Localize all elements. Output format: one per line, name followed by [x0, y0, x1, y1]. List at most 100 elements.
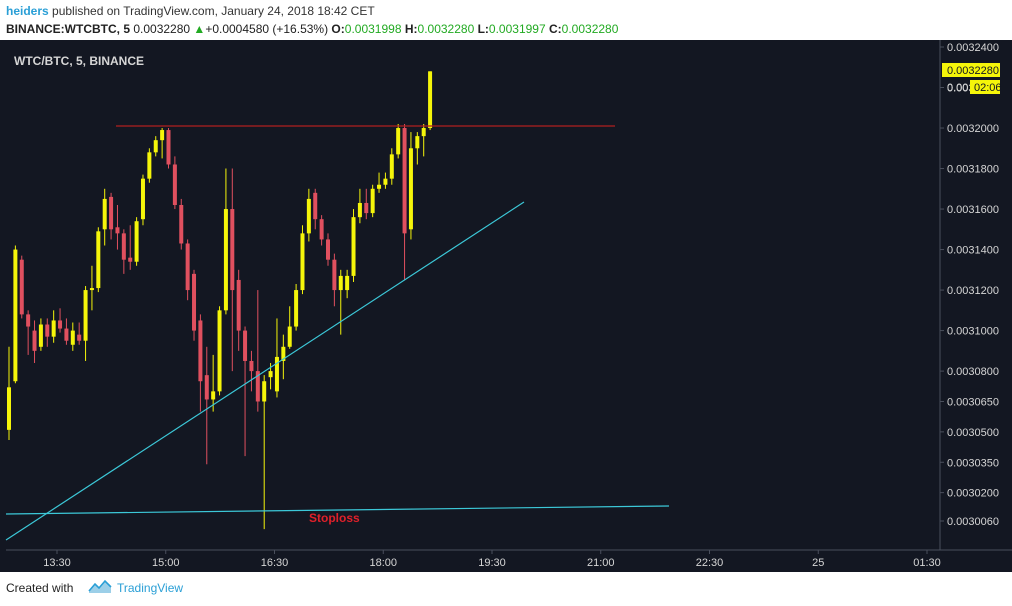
candle-down[interactable]: [115, 227, 120, 234]
candle-up[interactable]: [83, 290, 88, 341]
candle-down[interactable]: [172, 164, 177, 205]
candle-up[interactable]: [51, 320, 56, 337]
candle-up[interactable]: [70, 330, 75, 345]
candle-up[interactable]: [262, 381, 267, 402]
last-price-label: 0.0032280: [947, 65, 999, 77]
chart-area[interactable]: Stoploss WTC/BTC, 5, BINANCE 0.0032400 0.…: [0, 40, 1012, 572]
last-price-marker: 0.0032280 0.00 02:06: [942, 63, 1002, 94]
tradingview-brand-link[interactable]: TradingView: [117, 581, 184, 595]
author-link[interactable]: heiders: [6, 4, 49, 18]
time-tick-label: 01:30: [913, 557, 941, 569]
chart-header: heiders published on TradingView.com, Ja…: [0, 0, 1012, 40]
price-tick-label: 0.0030350: [947, 457, 999, 469]
low-value: 0.0031997: [488, 22, 546, 36]
candle-up[interactable]: [147, 152, 152, 179]
candle-up[interactable]: [408, 148, 413, 230]
candle-up[interactable]: [102, 198, 107, 230]
price-tick-label: 0.0030800: [947, 366, 999, 378]
candle-down[interactable]: [58, 320, 63, 329]
candle-down[interactable]: [166, 130, 171, 165]
candle-up[interactable]: [211, 391, 216, 400]
time-tick-label: 21:00: [587, 557, 615, 569]
stoploss-line[interactable]: [5, 505, 670, 515]
candle-down[interactable]: [77, 334, 82, 341]
candle-up[interactable]: [389, 154, 394, 179]
candlestick-chart[interactable]: Stoploss WTC/BTC, 5, BINANCE 0.0032400 0.…: [0, 40, 1012, 572]
candle-up[interactable]: [300, 233, 305, 291]
candle-down[interactable]: [402, 128, 407, 234]
candle-down[interactable]: [179, 205, 184, 244]
candle-down[interactable]: [109, 196, 114, 230]
tradingview-logo-icon[interactable]: [88, 578, 112, 596]
candle-up[interactable]: [428, 71, 433, 129]
candle-up[interactable]: [160, 130, 165, 141]
candle-down[interactable]: [243, 330, 248, 361]
candle-up[interactable]: [89, 288, 94, 291]
candle-down[interactable]: [230, 209, 235, 291]
price-tick-label: 0.0031200: [947, 285, 999, 297]
open-value: 0.0031998: [344, 22, 402, 36]
price-tick-label: 0.0032000: [947, 123, 999, 135]
candle-up[interactable]: [421, 128, 426, 137]
chart-title: WTC/BTC, 5, BINANCE: [14, 54, 144, 68]
created-with-text: Created with: [6, 581, 74, 595]
candle-down[interactable]: [26, 314, 31, 327]
candle-up[interactable]: [345, 275, 350, 291]
candle-down[interactable]: [204, 375, 209, 400]
symbol-info: BINANCE:WTCBTC, 5 0.0032280 ▲+0.0004580 …: [6, 22, 618, 36]
candle-up[interactable]: [96, 231, 101, 289]
candle-down[interactable]: [198, 320, 203, 382]
candle-up[interactable]: [134, 221, 139, 262]
time-tick-label: 16:30: [261, 557, 289, 569]
price-tick-label: 0.0032400: [947, 42, 999, 54]
candle-up[interactable]: [338, 275, 343, 291]
candle-down[interactable]: [249, 360, 254, 372]
candle-up[interactable]: [306, 198, 311, 234]
change-arrow-icon: ▲: [193, 22, 206, 36]
candle-up[interactable]: [370, 188, 375, 214]
candle-up[interactable]: [396, 128, 401, 155]
countdown-box: [970, 80, 1000, 94]
change-value: +0.0004580 (+16.53%): [205, 22, 329, 36]
candle-down[interactable]: [19, 259, 24, 315]
price-tick-label: 0.0030200: [947, 488, 999, 500]
candle-down[interactable]: [128, 257, 133, 262]
time-tick-label: 19:30: [478, 557, 506, 569]
candle-down[interactable]: [313, 192, 318, 220]
candle-up[interactable]: [38, 324, 43, 347]
candle-up[interactable]: [13, 249, 18, 382]
price-axis[interactable]: 0.00324000.00322000.00320000.00318000.00…: [940, 42, 999, 528]
candle-up[interactable]: [377, 184, 382, 189]
candle-up[interactable]: [268, 371, 273, 378]
stoploss-annotation: Stoploss: [309, 511, 360, 525]
candle-up[interactable]: [281, 346, 286, 361]
high-label: H:: [404, 22, 418, 36]
candle-up[interactable]: [7, 387, 11, 430]
candle-down[interactable]: [255, 371, 260, 402]
candle-down[interactable]: [32, 330, 37, 351]
candle-down[interactable]: [319, 219, 324, 240]
candle-down[interactable]: [236, 279, 241, 331]
candle-up[interactable]: [351, 217, 356, 276]
candle-up[interactable]: [287, 326, 292, 347]
candle-down[interactable]: [45, 324, 50, 337]
candle-up[interactable]: [357, 202, 362, 218]
time-axis[interactable]: 13:30 15:00 16:30 18:00 19:30 21:00 22:30 25 01:…: [43, 550, 941, 569]
candle-up[interactable]: [294, 290, 299, 327]
ascending-trendline[interactable]: [5, 201, 525, 541]
candle-up[interactable]: [217, 310, 222, 392]
candle-up[interactable]: [415, 136, 420, 149]
candle-down[interactable]: [185, 243, 190, 291]
time-tick-label: 18:00: [369, 557, 397, 569]
candle-down[interactable]: [64, 328, 69, 341]
candle-up[interactable]: [140, 178, 145, 220]
candle-up[interactable]: [223, 209, 228, 311]
candle-down[interactable]: [364, 202, 369, 214]
candle-up[interactable]: [274, 356, 279, 392]
candle-down[interactable]: [326, 239, 330, 260]
candle-down[interactable]: [192, 273, 197, 331]
candle-down[interactable]: [121, 233, 126, 260]
candle-down[interactable]: [332, 259, 337, 291]
candle-up[interactable]: [153, 140, 158, 153]
candle-up[interactable]: [383, 178, 388, 185]
